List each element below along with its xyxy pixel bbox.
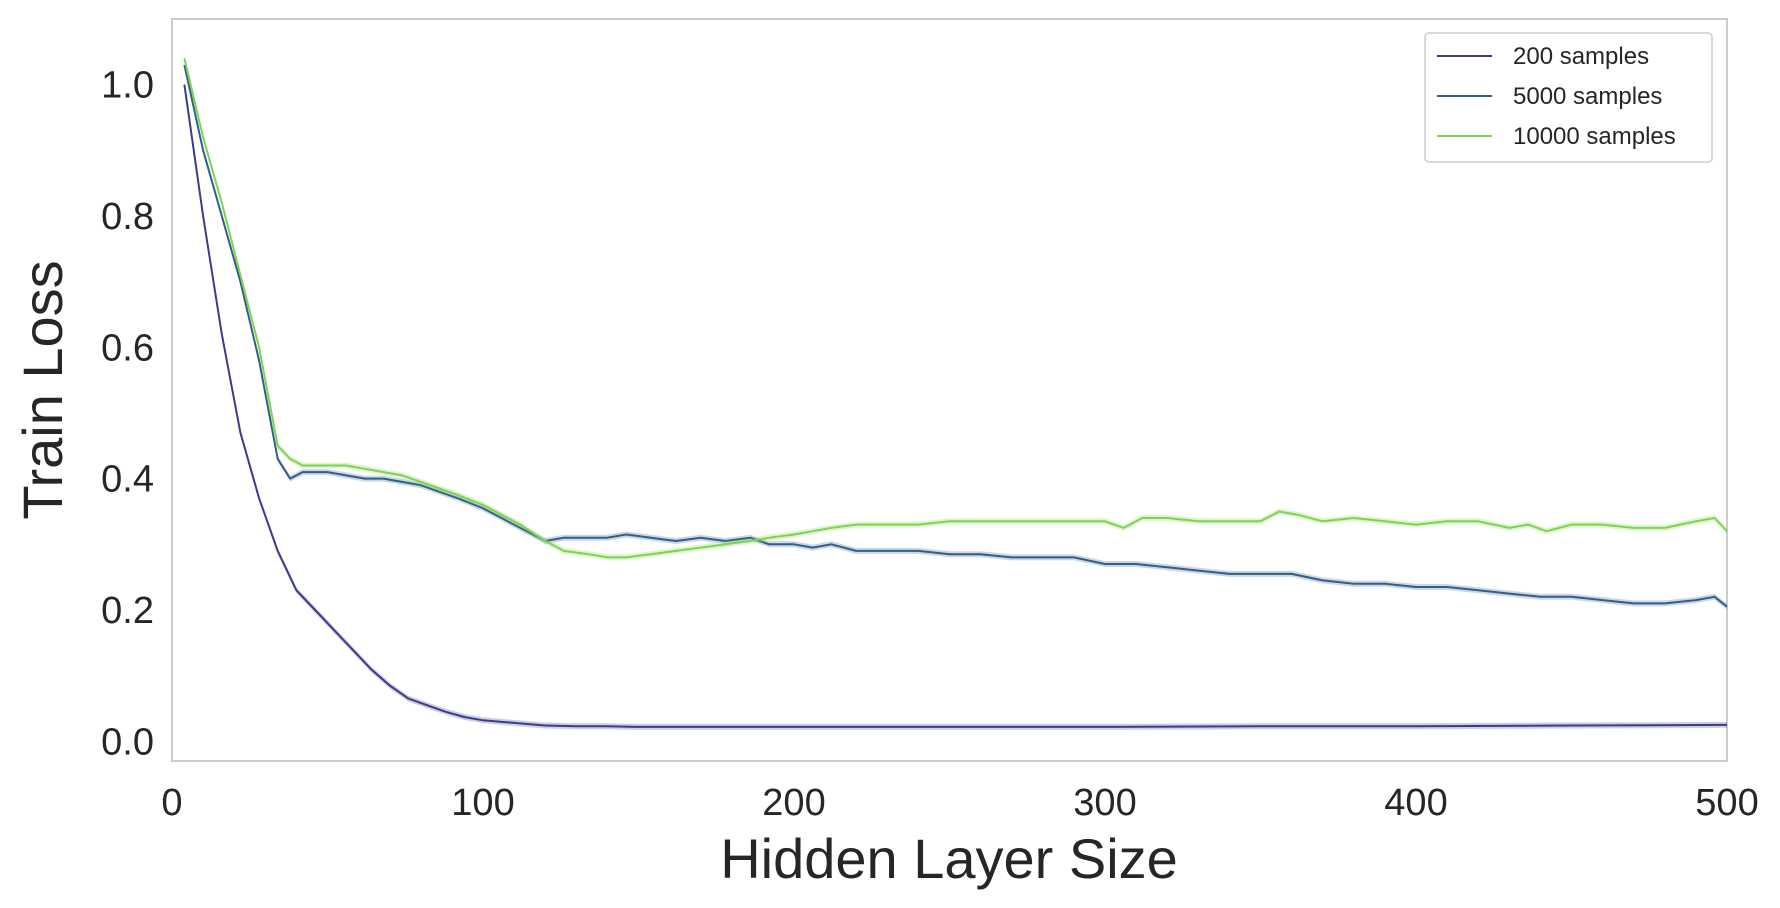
x-tick-label: 400	[1384, 782, 1447, 824]
x-tick-label: 200	[762, 782, 825, 824]
y-tick-label: 0.6	[101, 327, 154, 369]
series-lines	[183, 55, 1728, 730]
legend-label: 200 samples	[1513, 43, 1649, 70]
series-line-2	[183, 58, 1728, 559]
y-tick-labels: 0.0 0.2 0.4 0.6 0.8 1.0	[101, 65, 154, 764]
y-tick-label: 0.4	[101, 459, 154, 501]
series-line-0	[183, 84, 1728, 728]
x-tick-label: 300	[1073, 782, 1136, 824]
y-tick-label: 0.0	[101, 721, 154, 763]
x-axis-title: Hidden Layer Size	[720, 827, 1178, 890]
legend-label: 5000 samples	[1513, 83, 1662, 110]
y-tick-label: 0.2	[101, 590, 154, 632]
x-tick-label: 500	[1695, 782, 1758, 824]
series-line-1	[183, 64, 1728, 608]
x-tick-label: 100	[451, 782, 514, 824]
y-tick-label: 1.0	[101, 65, 154, 107]
x-tick-label: 0	[161, 782, 182, 824]
x-tick-labels: 0 100 200 300 400 500	[161, 782, 1758, 824]
legend: 200 samples 5000 samples 10000 samples	[1424, 32, 1713, 163]
legend-frame	[1424, 32, 1713, 163]
y-axis-title: Train Loss	[11, 260, 74, 519]
y-tick-label: 0.8	[101, 196, 154, 238]
legend-label: 10000 samples	[1513, 123, 1676, 150]
